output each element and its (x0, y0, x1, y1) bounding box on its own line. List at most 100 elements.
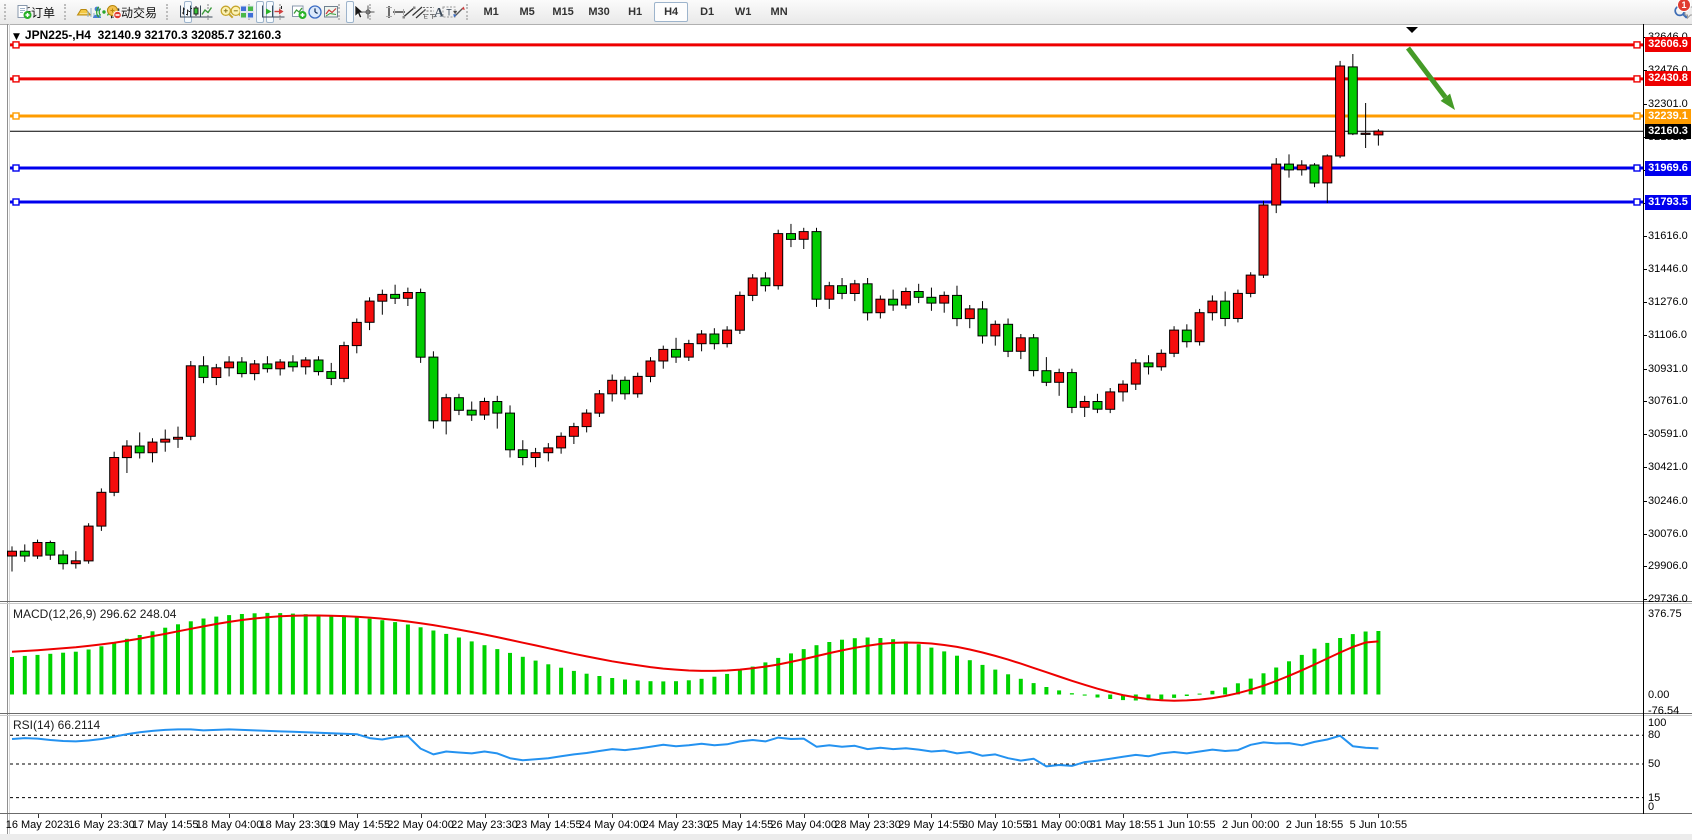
line-handle[interactable] (12, 198, 20, 206)
pane-separator-highlight (0, 715, 1692, 716)
drawn-arrow-shaft[interactable] (1406, 46, 1448, 99)
data-folder-button[interactable] (72, 1, 92, 23)
time-axis-tick (612, 814, 614, 818)
vertical-line-button[interactable] (377, 1, 393, 23)
candle (824, 281, 835, 309)
arrow-objects-button[interactable]: ▾ (447, 1, 465, 23)
line-handle[interactable] (1633, 112, 1641, 120)
macd-histogram-bar (840, 639, 844, 695)
time-axis-label: 29 May 14:55 (898, 819, 965, 831)
macd-histogram-bar (303, 614, 308, 695)
time-axis-label: 18 May 04:00 (195, 819, 263, 831)
line-handle[interactable] (12, 75, 20, 83)
arrow-objects-dropdown-icon[interactable]: ▾ (453, 7, 458, 17)
pane-separator[interactable] (0, 713, 1692, 714)
indicators-icon (292, 5, 307, 19)
timeframe-h4-button[interactable]: H4 (654, 2, 689, 22)
line-handle[interactable] (1633, 198, 1641, 206)
price-axis-line (1643, 24, 1644, 814)
new-order-button[interactable]: 新订单 (12, 1, 59, 23)
time-axis-label: 31 May 18:55 (1089, 819, 1157, 831)
line-handle[interactable] (12, 112, 20, 120)
candlestick-mode-button[interactable] (184, 1, 203, 23)
macd-histogram-bar (648, 681, 653, 695)
chart-collapse-icon[interactable]: ▼ (13, 32, 20, 42)
candle (620, 376, 630, 400)
timeframe-d1-button[interactable]: D1 (700, 6, 715, 18)
macd-histogram-bar (405, 624, 410, 695)
candle (415, 288, 426, 363)
line-handle[interactable] (1633, 41, 1641, 49)
line-chart-mode-button[interactable] (194, 1, 213, 23)
time-axis-label: 16 May 23:30 (68, 819, 135, 831)
toolbar-group-0: 新订单 (0, 0, 60, 24)
time-axis-tick (229, 814, 231, 818)
timeframe-h1-button[interactable]: H1 (628, 6, 643, 18)
timeframe-mn-button[interactable]: MN (770, 6, 788, 18)
timeframe-m5-button[interactable]: M5 (519, 6, 535, 18)
macd-histogram-bar (801, 649, 806, 695)
rsi-axis-label: 50 (1648, 758, 1661, 770)
fibonacci-button[interactable]: F (417, 1, 436, 23)
crosshair-button[interactable] (356, 1, 375, 23)
candle (1105, 388, 1116, 414)
time-axis-label: 23 May 14:55 (514, 819, 582, 831)
time-axis-label: 2 Jun 00:00 (1221, 819, 1280, 831)
line-icon (200, 5, 213, 18)
time-axis-label: 30 May 10:55 (961, 819, 1029, 831)
candle (722, 326, 733, 348)
macd-signal-line (11, 614, 1379, 702)
periods-button[interactable]: ▾ (303, 1, 322, 23)
candle (952, 285, 962, 327)
macd-histogram-bar (1210, 690, 1215, 695)
svg-text:F: F (432, 14, 436, 21)
macd-histogram-bar (265, 612, 270, 695)
chart-shift-marker[interactable] (1406, 27, 1418, 33)
text-label-button[interactable]: T (437, 1, 456, 23)
price-axis-tick (1643, 104, 1647, 105)
chat-button[interactable]: 1 (1677, 0, 1692, 23)
timeframe-w1-button[interactable]: W1 (734, 6, 752, 18)
indicators-button[interactable]: ▾ (287, 1, 307, 23)
line-handle[interactable] (1633, 164, 1641, 172)
candle (147, 438, 158, 463)
drawn-arrow-head[interactable] (1440, 93, 1455, 110)
trendline-button[interactable] (397, 1, 416, 23)
bottom-strip (0, 834, 1692, 840)
timeframe-m15-button[interactable]: M15 (552, 6, 574, 18)
cursor-button[interactable] (346, 1, 365, 23)
macd-histogram-bar (444, 633, 449, 695)
price-axis-label: 30421.0 (1648, 461, 1688, 473)
macd-histogram-bar (623, 679, 627, 695)
auto-scroll-button[interactable] (256, 1, 275, 23)
horizontal-line-button[interactable] (387, 1, 406, 23)
line-handle[interactable] (12, 164, 20, 172)
time-axis-label: 24 May 04:00 (578, 819, 646, 831)
macd-histogram-bar (737, 670, 742, 695)
timeframe-m1-button[interactable]: M1 (483, 6, 499, 18)
macd-histogram-bar (1172, 694, 1177, 698)
candle (70, 551, 81, 569)
macd-axis-label: 376.75 (1648, 607, 1682, 620)
zoom-in-button[interactable] (215, 1, 234, 23)
templates-button[interactable]: ▾ (319, 1, 339, 23)
pane-separator[interactable] (0, 601, 1692, 602)
text-button[interactable]: A (427, 1, 444, 23)
time-axis-label: 1 Jun 10:55 (1158, 819, 1216, 831)
line-handle[interactable] (12, 41, 20, 49)
macd-histogram-bar (48, 653, 53, 695)
time-axis-tick (292, 814, 294, 818)
macd-histogram-bar (380, 620, 385, 695)
timeframe-m30-button[interactable]: M30 (588, 6, 610, 18)
candle (58, 550, 69, 570)
candle (1271, 158, 1282, 214)
line-handle[interactable] (1633, 75, 1641, 83)
bar-chart-mode-button[interactable] (174, 1, 193, 23)
candle (632, 372, 643, 398)
tile-windows-button[interactable] (235, 1, 255, 23)
auto-trading-button[interactable]: 自动交易 (102, 1, 161, 23)
chart-title: ▼ JPN225-,H4 32140.9 32170.3 32085.7 3216… (13, 28, 281, 42)
macd-histogram-bar (725, 673, 730, 695)
time-axis-label: 22 May 23:30 (451, 819, 518, 831)
